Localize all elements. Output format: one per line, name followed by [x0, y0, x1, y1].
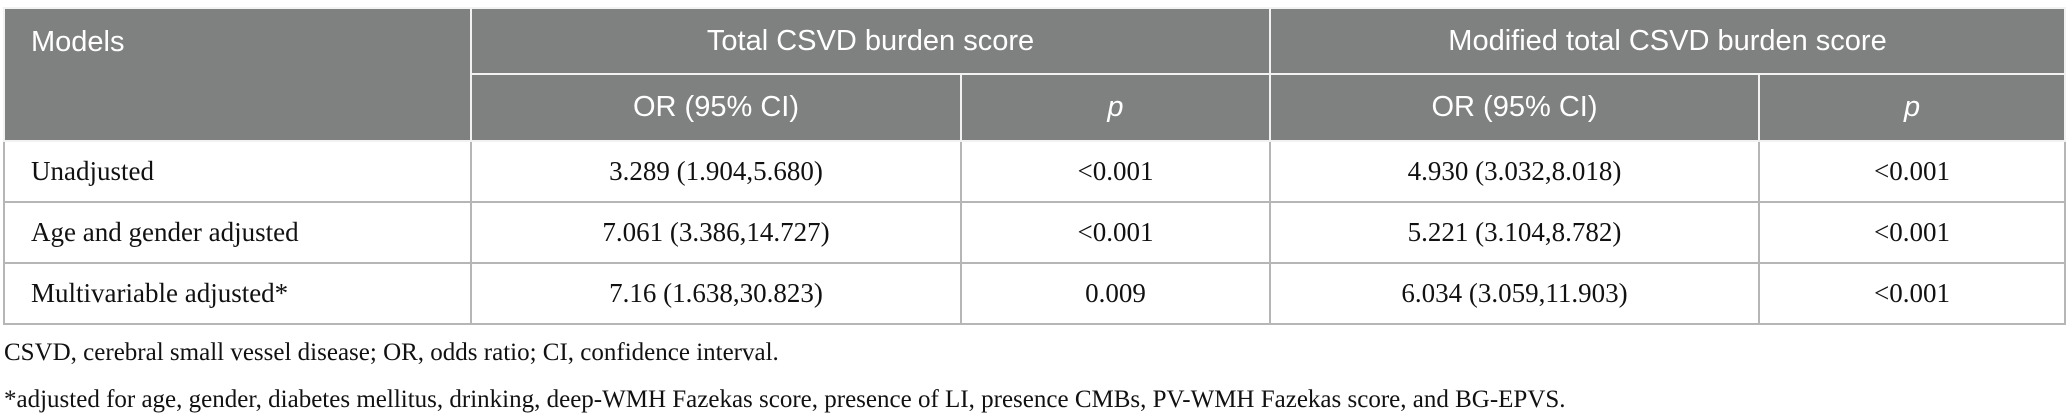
header-sub-row: OR (95% CI) p OR (95% CI) p: [4, 73, 2067, 142]
table-row-unadjusted: Unadjusted 3.289 (1.904,5.680) <0.001 4.…: [3, 140, 2067, 203]
model-label: Unadjusted: [3, 140, 472, 203]
or-ci-value: 7.16 (1.638,30.823): [470, 262, 962, 325]
table-row-age-gender-adjusted: Age and gender adjusted 7.061 (3.386,14.…: [3, 201, 2067, 264]
model-label: Age and gender adjusted: [3, 201, 472, 264]
or-ci-value: 6.034 (3.059,11.903): [1269, 262, 1760, 325]
or-ci-value: 5.221 (3.104,8.782): [1269, 201, 1760, 264]
header-group-total-csvd: Total CSVD burden score: [470, 7, 1271, 75]
header-models: Models: [3, 7, 472, 142]
table-header: Models Total CSVD burden score Modified …: [3, 7, 2067, 142]
header-or-ci-modified: OR (95% CI): [1269, 73, 1760, 142]
table-footnotes: CSVD, cerebral small vessel disease; OR,…: [3, 325, 2064, 415]
table-row-multivariable-adjusted: Multivariable adjusted* 7.16 (1.638,30.8…: [3, 262, 2067, 325]
p-value: <0.001: [960, 140, 1271, 203]
header-group-modified-total-csvd: Modified total CSVD burden score: [1268, 7, 2067, 75]
table-body: Unadjusted 3.289 (1.904,5.680) <0.001 4.…: [3, 140, 2067, 325]
p-value: <0.001: [1757, 262, 2067, 325]
header-or-ci-total: OR (95% CI): [470, 73, 962, 142]
footnote-abbreviations: CSVD, cerebral small vessel disease; OR,…: [4, 339, 779, 366]
or-ci-value: 7.061 (3.386,14.727): [470, 201, 962, 264]
results-table: Models Total CSVD burden score Modified …: [3, 7, 2067, 325]
header-p-modified: p: [1757, 73, 2067, 142]
header-p-total: p: [960, 73, 1271, 142]
header-group-row: Models Total CSVD burden score Modified …: [3, 7, 2067, 142]
p-value: 0.009: [960, 262, 1271, 325]
or-ci-value: 4.930 (3.032,8.018): [1269, 140, 1760, 203]
footnote-adjustment: *adjusted for age, gender, diabetes mell…: [4, 386, 1566, 413]
p-value: <0.001: [1757, 201, 2067, 264]
model-label: Multivariable adjusted*: [3, 262, 472, 325]
p-value: <0.001: [1757, 140, 2067, 203]
or-ci-value: 3.289 (1.904,5.680): [470, 140, 962, 203]
p-value: <0.001: [960, 201, 1271, 264]
